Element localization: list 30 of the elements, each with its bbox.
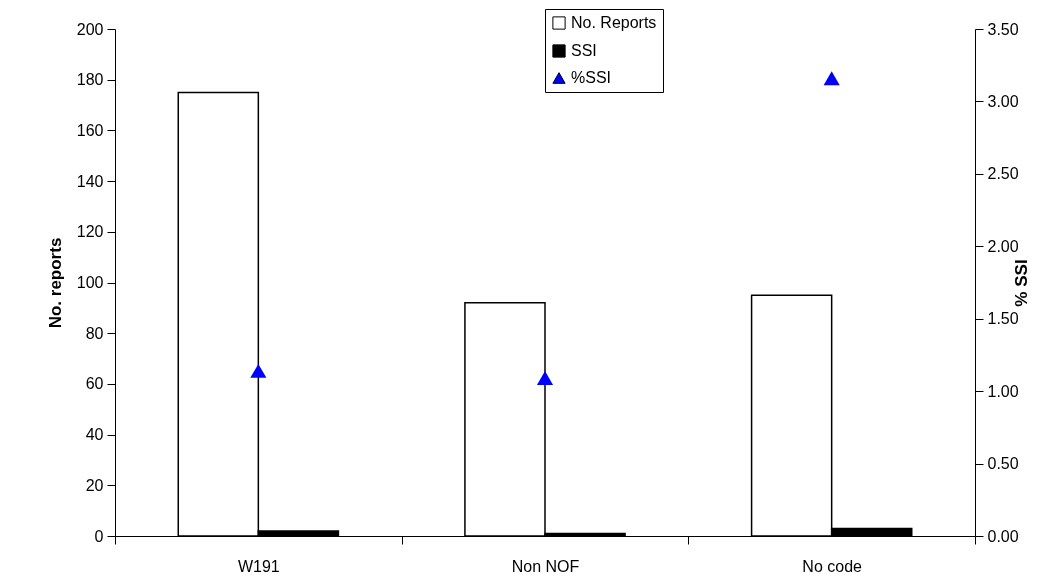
y-tick-label: 100 [76,274,104,291]
point [536,371,554,386]
y-tick-label: 160 [76,121,104,139]
y-tick-label: 120 [76,223,104,241]
y-axis-title: No. reports [45,237,65,329]
y2-axis-title: % SSI [1011,259,1031,307]
y-tick-label: 40 [85,426,104,444]
y2-tick-label: 1.00 [987,382,1019,400]
x-tick-label: No code [802,557,863,575]
point [250,363,267,378]
y2-tick-label: 2.50 [987,165,1019,183]
point [823,71,840,86]
legend-label: SSI [571,42,597,59]
y2-tick-label: 3.50 [987,20,1019,38]
y2-tick-label: 2.00 [987,237,1019,255]
y-tick-label: 140 [76,172,104,190]
legend-label: %SSI [571,69,612,86]
y2-tick-label: 3.00 [987,92,1019,110]
y2-tick-label: 1.50 [987,310,1019,328]
y2-tick-label: 0.00 [987,527,1019,545]
y-tick-label: 0 [94,527,104,545]
x-tick-label: Non NOF [511,557,580,575]
y-tick-label: 180 [76,71,104,89]
legend-label: No. Reports [571,14,657,31]
y-tick-label: 200 [76,20,104,38]
y-tick-label: 60 [85,375,104,393]
y-tick-label: 20 [85,476,104,494]
y2-tick-label: 0.50 [987,455,1019,473]
y-tick-label: 80 [85,324,104,342]
x-tick-label: W191 [237,557,280,575]
